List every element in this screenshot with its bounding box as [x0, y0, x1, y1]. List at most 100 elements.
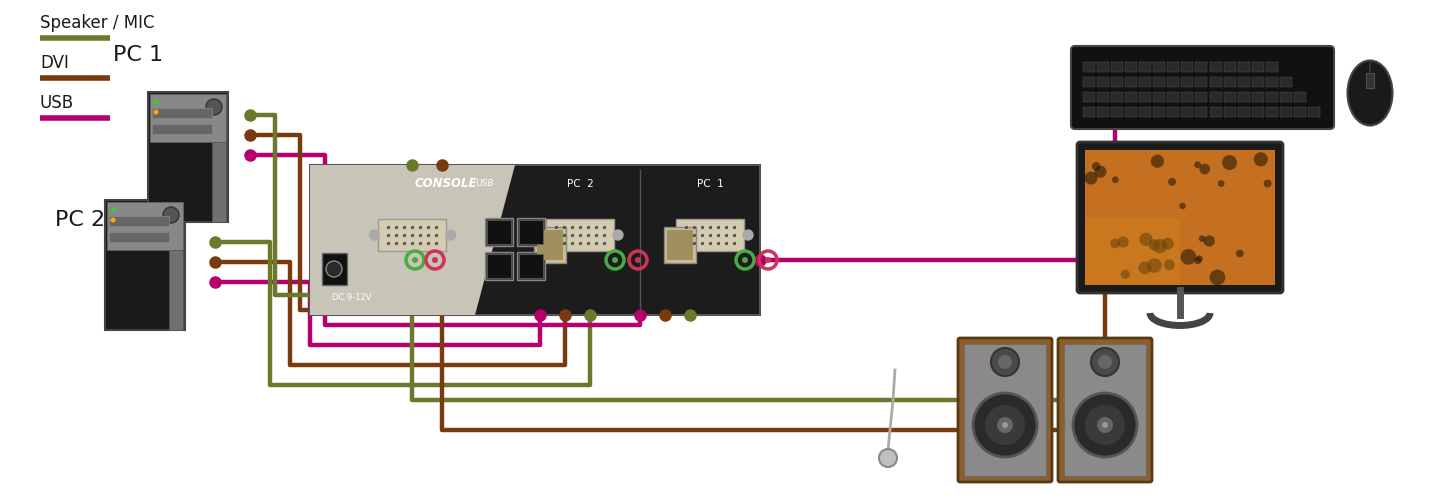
Bar: [1182, 107, 1193, 117]
Text: DVI: DVI: [41, 54, 68, 72]
Circle shape: [766, 257, 771, 263]
Circle shape: [1085, 172, 1098, 184]
Bar: [1224, 92, 1235, 102]
Bar: [104, 200, 186, 330]
Circle shape: [1193, 256, 1202, 264]
Bar: [519, 220, 542, 244]
Circle shape: [432, 257, 438, 263]
Bar: [1251, 77, 1264, 87]
Circle shape: [998, 355, 1012, 369]
Polygon shape: [310, 165, 515, 315]
Bar: [487, 254, 510, 278]
Circle shape: [110, 208, 116, 212]
Bar: [487, 220, 510, 244]
Circle shape: [1085, 405, 1125, 445]
Text: CONSOLE: CONSOLE: [415, 177, 477, 190]
Bar: [170, 250, 183, 330]
Circle shape: [879, 449, 898, 467]
Bar: [518, 252, 545, 280]
Bar: [676, 219, 744, 251]
Bar: [1153, 77, 1166, 87]
Circle shape: [154, 110, 158, 114]
Bar: [109, 232, 170, 242]
Bar: [1167, 77, 1179, 87]
Bar: [1182, 62, 1193, 72]
FancyBboxPatch shape: [1072, 46, 1334, 129]
Bar: [1125, 77, 1137, 87]
Bar: [1182, 77, 1193, 87]
Bar: [107, 202, 183, 250]
Circle shape: [1151, 154, 1164, 168]
Circle shape: [667, 230, 677, 240]
Bar: [1153, 92, 1166, 102]
Bar: [1153, 107, 1166, 117]
Circle shape: [973, 393, 1037, 457]
Circle shape: [635, 257, 641, 263]
Circle shape: [412, 257, 418, 263]
Circle shape: [1118, 236, 1128, 248]
Bar: [664, 227, 696, 263]
Circle shape: [1161, 238, 1174, 250]
Circle shape: [1092, 162, 1101, 170]
Bar: [322, 253, 347, 285]
Bar: [1238, 92, 1250, 102]
Circle shape: [1140, 232, 1153, 246]
Circle shape: [1164, 260, 1175, 270]
Bar: [1293, 92, 1306, 102]
Bar: [1125, 107, 1137, 117]
Circle shape: [1218, 180, 1225, 187]
Bar: [1098, 92, 1109, 102]
Bar: [519, 254, 542, 278]
Circle shape: [612, 257, 618, 263]
Bar: [484, 218, 513, 246]
Circle shape: [1121, 270, 1130, 279]
Circle shape: [445, 230, 455, 240]
Circle shape: [1204, 236, 1215, 246]
Bar: [518, 218, 545, 246]
Circle shape: [1073, 393, 1137, 457]
Circle shape: [1209, 270, 1225, 285]
Bar: [1083, 62, 1095, 72]
Text: Speaker / MIC: Speaker / MIC: [41, 14, 155, 32]
Bar: [1195, 107, 1208, 117]
Bar: [1308, 107, 1320, 117]
Circle shape: [1195, 162, 1201, 168]
Bar: [1140, 92, 1151, 102]
Bar: [1293, 107, 1306, 117]
Circle shape: [1169, 178, 1176, 186]
Bar: [310, 165, 760, 315]
Bar: [1195, 92, 1208, 102]
Circle shape: [162, 207, 178, 223]
Bar: [212, 142, 226, 222]
Circle shape: [1095, 166, 1106, 177]
Bar: [1111, 77, 1124, 87]
Bar: [1098, 62, 1109, 72]
Bar: [1266, 77, 1277, 87]
Bar: [1064, 344, 1146, 476]
Circle shape: [1112, 176, 1119, 183]
Circle shape: [1138, 262, 1151, 274]
Bar: [1209, 107, 1221, 117]
Circle shape: [1263, 180, 1272, 188]
Circle shape: [1002, 422, 1008, 428]
Circle shape: [1180, 249, 1196, 264]
Bar: [1111, 92, 1124, 102]
Bar: [1238, 77, 1250, 87]
Text: PC 1: PC 1: [113, 45, 162, 65]
Circle shape: [998, 417, 1014, 433]
Bar: [1209, 62, 1221, 72]
Bar: [1098, 107, 1109, 117]
Bar: [1209, 77, 1221, 87]
Circle shape: [1235, 250, 1244, 258]
Circle shape: [742, 230, 753, 240]
Circle shape: [1147, 258, 1161, 273]
Bar: [1085, 150, 1275, 285]
Text: PC 2: PC 2: [55, 210, 104, 230]
Bar: [1085, 218, 1180, 285]
Bar: [1167, 107, 1179, 117]
Bar: [1224, 62, 1235, 72]
Circle shape: [1111, 238, 1119, 248]
Bar: [1251, 92, 1264, 102]
Circle shape: [370, 230, 380, 240]
Bar: [152, 108, 212, 118]
